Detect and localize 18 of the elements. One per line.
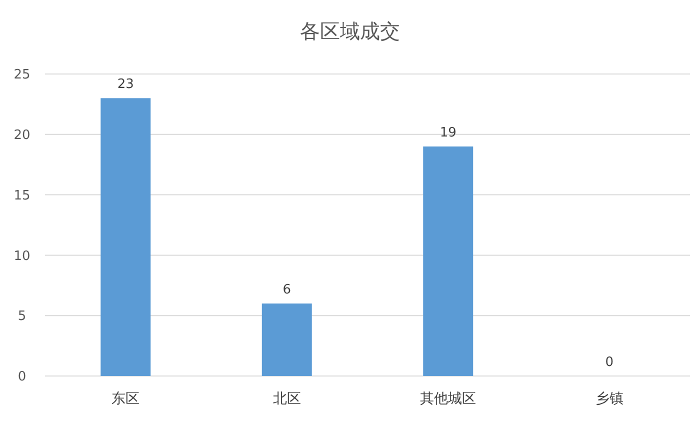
x-tick-label: 其他城区 [420, 391, 476, 407]
bar [262, 304, 312, 376]
data-label: 6 [282, 282, 292, 298]
x-tick-label: 北区 [272, 391, 301, 407]
y-tick-label: 5 [18, 309, 26, 324]
data-label: 23 [117, 77, 134, 92]
y-tick-label: 25 [14, 68, 30, 83]
x-tick-label: 乡镇 [595, 391, 624, 407]
bar [423, 146, 474, 376]
y-tick-label: 15 [14, 188, 30, 204]
chart-title: 各区域成交 [300, 19, 400, 43]
y-tick-label: 0 [18, 370, 26, 385]
y-tick-label: 20 [14, 128, 30, 143]
x-tick-label: 东区 [112, 391, 140, 407]
y-tick-label: 10 [14, 248, 30, 264]
data-label: 0 [605, 355, 614, 370]
bar [100, 98, 151, 376]
data-label: 19 [440, 125, 456, 140]
